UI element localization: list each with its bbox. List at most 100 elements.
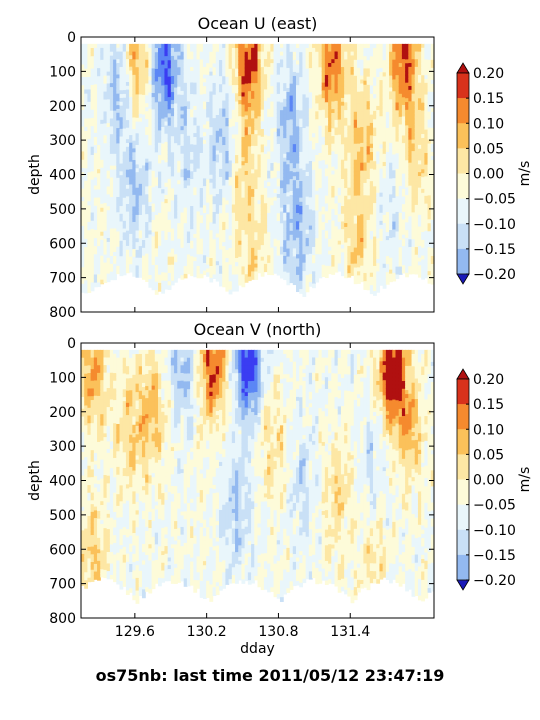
heatmap-cell — [254, 79, 259, 84]
heatmap-cell — [209, 198, 214, 204]
heatmap-cell — [151, 125, 156, 131]
heatmap-cell — [254, 138, 259, 143]
heatmap-cell — [190, 260, 194, 265]
heatmap-cell — [231, 179, 236, 185]
heatmap-cell — [244, 143, 249, 148]
heatmap-cell — [90, 228, 95, 234]
heatmap-cell — [145, 194, 149, 199]
heatmap-cell — [138, 152, 143, 158]
heatmap-cell — [190, 90, 194, 95]
heatmap-cell — [93, 100, 98, 106]
heatmap-cell — [190, 43, 194, 49]
heatmap-cell — [199, 51, 204, 57]
heatmap-cell — [90, 109, 95, 115]
heatmap-cell — [93, 230, 98, 235]
heatmap-cell — [161, 193, 166, 199]
heatmap-cell — [263, 199, 268, 204]
heatmap-cell — [180, 157, 185, 163]
heatmap-cell — [254, 102, 259, 108]
heatmap-cell — [292, 116, 297, 121]
heatmap-cell — [177, 90, 182, 96]
heatmap-cell — [244, 178, 249, 184]
heatmap-cell — [93, 128, 98, 134]
heatmap-cell — [218, 265, 223, 271]
heatmap-cell — [257, 177, 262, 182]
heatmap-cell — [167, 150, 172, 155]
heatmap-cell — [170, 96, 175, 101]
heatmap-cell — [206, 156, 210, 161]
heatmap-cell — [196, 98, 201, 103]
heatmap-cell — [238, 156, 243, 161]
heatmap-cell — [84, 238, 89, 244]
heatmap-cell — [263, 153, 268, 159]
heatmap-cell — [138, 273, 143, 278]
heatmap-cell — [244, 242, 249, 248]
heatmap-cell — [247, 213, 252, 218]
heatmap-cell — [180, 134, 185, 139]
heatmap-cell — [141, 51, 146, 57]
heatmap-cell — [100, 191, 105, 197]
heatmap-cell — [177, 176, 182, 181]
heatmap-cell — [129, 43, 133, 49]
heatmap-cell — [212, 165, 217, 170]
heatmap-cell — [193, 67, 198, 72]
heatmap-cell — [132, 194, 137, 200]
heatmap-cell — [222, 254, 227, 259]
heatmap-cell — [145, 265, 149, 271]
heatmap-cell — [167, 182, 172, 188]
heatmap-cell — [254, 122, 259, 127]
heatmap-cell — [212, 235, 217, 240]
heatmap-cell — [81, 176, 85, 182]
heatmap-cell — [125, 207, 130, 213]
heatmap-cell — [247, 103, 252, 108]
heatmap-cell — [113, 59, 117, 65]
heatmap-cell — [296, 122, 300, 127]
heatmap-cell — [215, 55, 220, 61]
heatmap-cell — [183, 129, 188, 135]
heatmap-cell — [231, 122, 236, 127]
heatmap-cell — [199, 258, 204, 263]
heatmap-cell — [196, 246, 201, 252]
heatmap-cell — [87, 238, 92, 244]
heatmap-cell — [87, 68, 92, 74]
heatmap-cell — [206, 222, 210, 227]
heatmap-cell — [231, 192, 236, 197]
heatmap-cell — [122, 228, 127, 233]
heatmap-cell — [132, 268, 137, 273]
heatmap-cell — [263, 43, 268, 49]
heatmap-cell — [267, 128, 271, 133]
heatmap-cell — [119, 70, 124, 76]
heatmap-cell — [206, 121, 210, 126]
heatmap-cell — [202, 105, 207, 110]
heatmap-cell — [141, 243, 146, 249]
heatmap-cell — [145, 43, 149, 49]
heatmap-cell — [174, 123, 178, 128]
heatmap-cell — [244, 55, 249, 61]
heatmap-cell — [154, 248, 159, 254]
heatmap-cell — [167, 285, 172, 290]
heatmap-cell — [161, 139, 166, 145]
heatmap-cell — [109, 71, 114, 76]
heatmap-cell — [116, 166, 121, 171]
heatmap-cell — [81, 151, 85, 157]
heatmap-cell — [148, 181, 153, 187]
heatmap-cell — [238, 168, 243, 174]
heatmap-cell — [180, 110, 185, 116]
heatmap-cell — [263, 267, 268, 273]
heatmap-cell — [186, 269, 191, 275]
heatmap-cell — [235, 237, 239, 243]
heatmap-cell — [193, 102, 198, 107]
heatmap-cell — [167, 97, 172, 102]
heatmap-cell — [263, 195, 268, 201]
heatmap-cell — [215, 249, 220, 254]
heatmap-cell — [199, 223, 204, 228]
heatmap-cell — [177, 262, 182, 267]
heatmap-cell — [174, 99, 178, 105]
heatmap-cell — [276, 244, 281, 249]
heatmap-cell — [247, 51, 252, 57]
heatmap-cell — [215, 257, 220, 262]
heatmap-cell — [244, 131, 249, 136]
heatmap-cell — [161, 214, 166, 219]
heatmap-cell — [141, 192, 146, 198]
heatmap-cell — [129, 93, 133, 98]
